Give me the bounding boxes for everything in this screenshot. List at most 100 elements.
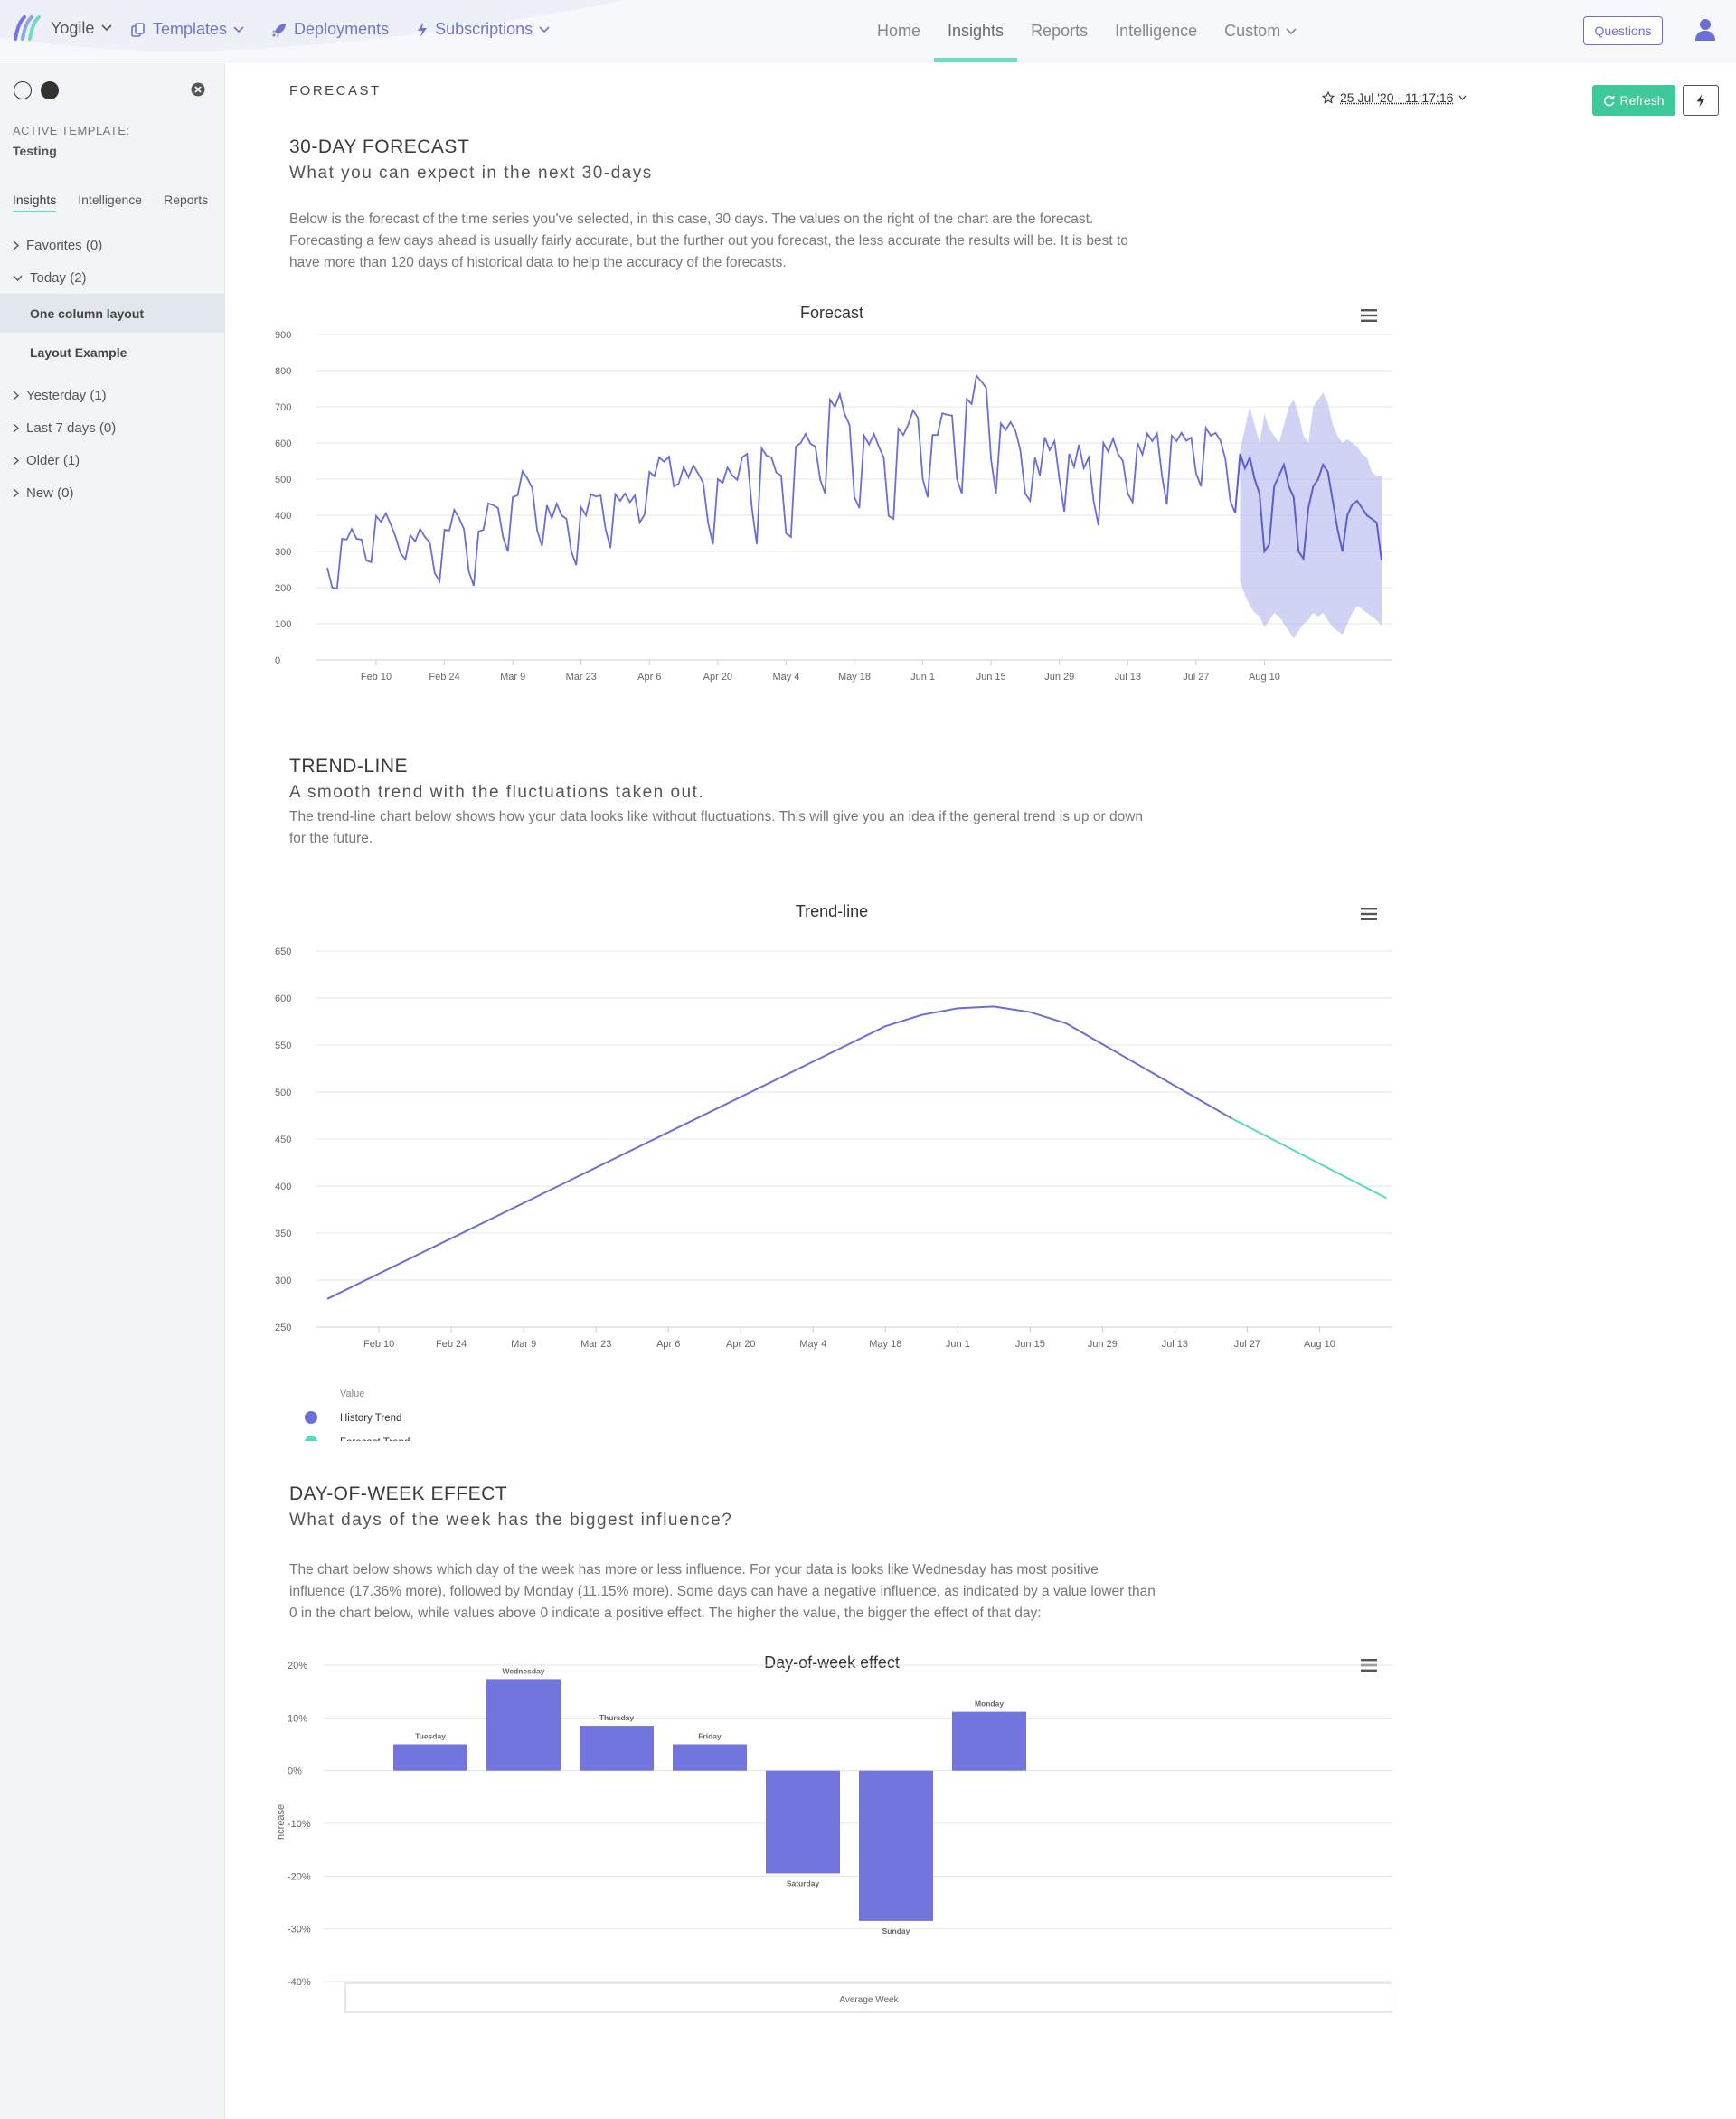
y-tick-label: 450 — [275, 1135, 291, 1145]
sidebar: ACTIVE TEMPLATE: Testing Insights Intell… — [0, 63, 225, 2119]
legend-swatch — [305, 1411, 317, 1424]
templates-icon — [131, 22, 145, 37]
description-line: The chart below shows which day of the w… — [289, 1562, 1099, 1577]
description-line: 0 in the chart below, while values above… — [289, 1606, 1042, 1621]
light-theme-toggle[interactable] — [14, 81, 32, 99]
x-tick-label: Apr 20 — [703, 672, 732, 683]
tab-insights[interactable]: Insights — [934, 0, 1018, 62]
bar-sunday — [859, 1770, 933, 1921]
nav-deployments[interactable]: Deployments — [271, 20, 389, 39]
tab-reports[interactable]: Reports — [1017, 0, 1101, 62]
nav-templates-label: Templates — [153, 20, 228, 38]
legend-entry-label: Forecast Trend — [340, 1437, 410, 1441]
y-tick-label: 500 — [275, 1088, 291, 1098]
forecast-section-description: Below is the forecast of the time series… — [289, 209, 1194, 274]
chart-title: Forecast — [799, 304, 864, 322]
legend-title: Value — [340, 1389, 364, 1399]
y-tick-label: 20% — [288, 1661, 307, 1672]
sidebar-tab-insights[interactable]: Insights — [13, 193, 57, 212]
x-tick-label: May 18 — [869, 1339, 901, 1350]
x-tick-label: Jul 13 — [1115, 672, 1141, 683]
star-icon — [1322, 91, 1335, 104]
rocket-icon — [272, 23, 287, 37]
x-tick-label: May 4 — [772, 672, 799, 683]
x-tick-label: Mar 9 — [511, 1339, 536, 1350]
y-tick-label: 900 — [275, 330, 291, 341]
x-tick-label: Apr 6 — [637, 672, 661, 683]
tree-node-favorites[interactable]: Favorites (0) — [0, 229, 225, 261]
refresh-icon — [1604, 95, 1616, 106]
chevron-down-icon — [539, 25, 550, 33]
legend-entry-label: History Trend — [340, 1413, 401, 1424]
forecast-series-line — [1234, 453, 1382, 561]
dow-section-subtitle: What days of the week has the biggest in… — [289, 1511, 733, 1530]
sidebar-tab-reports[interactable]: Reports — [164, 193, 209, 207]
y-tick-label: 350 — [275, 1229, 291, 1239]
refresh-button[interactable]: Refresh — [1592, 85, 1675, 116]
forecast-confidence-band — [1240, 392, 1382, 638]
y-tick-label: -40% — [288, 1977, 311, 1988]
tree-node-today[interactable]: Today (2) — [0, 261, 225, 294]
chevron-down-icon — [233, 25, 244, 33]
x-tick-label: Feb 10 — [363, 1339, 394, 1350]
run-button[interactable] — [1683, 85, 1719, 116]
nav-subscriptions[interactable]: Subscriptions — [416, 20, 550, 39]
bar-thursday — [580, 1726, 654, 1771]
chart-menu-icon[interactable] — [1361, 308, 1377, 323]
tree-node-label: Last 7 days (0) — [26, 419, 117, 436]
tab-home[interactable]: Home — [863, 0, 934, 62]
tab-custom-label: Custom — [1224, 22, 1281, 40]
x-tick-label: Apr 6 — [656, 1339, 680, 1350]
bar-data-label: Friday — [698, 1732, 722, 1741]
tree-node-last-7-days[interactable]: Last 7 days (0) — [0, 411, 225, 444]
x-tick-label: Aug 10 — [1304, 1339, 1335, 1350]
dow-section-description: The chart below shows which day of the w… — [289, 1559, 1194, 1625]
trend-chart: Trend-line 650 600 550 500 450 400 350 300 250 Fe… — [271, 899, 1392, 1441]
description-line: Forecasting a few days ahead is usually … — [289, 233, 1128, 249]
brand-name: Yogile — [51, 18, 95, 37]
dark-theme-toggle[interactable] — [41, 81, 59, 99]
tab-intelligence[interactable]: Intelligence — [1101, 0, 1211, 62]
close-icon[interactable] — [191, 82, 205, 97]
y-tick-label: 700 — [275, 402, 291, 413]
questions-button[interactable]: Questions — [1583, 16, 1663, 45]
brand-menu[interactable]: Yogile — [13, 15, 112, 41]
y-tick-label: 550 — [275, 1041, 291, 1051]
tree-node-older[interactable]: Older (1) — [0, 444, 225, 476]
tree-item-layout-example[interactable]: Layout Example — [30, 344, 127, 360]
date-picker[interactable]: 25 Jul '20 - 11:17:16 — [1322, 90, 1467, 105]
tree-item-one-column-layout[interactable]: One column layout — [0, 294, 225, 333]
x-axis-box — [344, 1982, 1392, 2013]
forecast-chart: Forecast 900 800 700 600 500 400 300 200 100 0 Feb… — [271, 300, 1392, 770]
y-tick-label: 600 — [275, 994, 291, 1004]
x-tick-label: Jul 27 — [1234, 1339, 1260, 1350]
nav-templates[interactable]: Templates — [130, 20, 244, 39]
y-tick-label: 100 — [275, 619, 291, 630]
chart-menu-icon[interactable] — [1361, 907, 1377, 921]
chevron-right-icon — [13, 422, 19, 433]
tree-node-new[interactable]: New (0) — [0, 476, 225, 509]
tab-custom[interactable]: Custom — [1211, 0, 1310, 62]
forecast-section-subtitle: What you can expect in the next 30-days — [289, 164, 653, 183]
trend-section-subtitle: A smooth trend with the fluctuations tak… — [289, 783, 705, 802]
forecast-section-title: 30-DAY FORECAST — [289, 137, 470, 157]
trend-section-title: TREND-LINE — [289, 756, 409, 777]
chevron-down-icon — [1458, 95, 1467, 100]
header-wave-decoration — [0, 0, 624, 52]
sidebar-tab-intelligence[interactable]: Intelligence — [78, 193, 143, 207]
legend-swatch — [305, 1436, 317, 1441]
section-tabs: Home Insights Reports Intelligence Custo… — [863, 0, 1310, 62]
x-tick-label: Jul 27 — [1183, 672, 1209, 683]
user-icon[interactable] — [1694, 18, 1716, 42]
top-navigation: Yogile Templates Deployments Subscriptio… — [0, 0, 1736, 62]
forecast-plot: 900 800 700 600 500 400 300 200 100 0 Feb 10 Feb 24… — [275, 330, 1392, 683]
sidebar-tabs: Insights Intelligence Reports — [13, 193, 208, 212]
x-axis-label: Average Week — [839, 1995, 899, 2005]
nav-subscriptions-label: Subscriptions — [435, 20, 533, 38]
history-series-line — [326, 373, 1236, 589]
tree-node-yesterday[interactable]: Yesterday (1) — [0, 379, 225, 411]
day-of-week-plot: 20% 10% 0% -10% -20% -30% -40% Increase Tuesday W… — [276, 1661, 1392, 2013]
tab-insights-label: Insights — [948, 22, 1005, 40]
date-picker-value: 25 Jul '20 - 11:17:16 — [1340, 90, 1454, 105]
x-tick-label: Jun 29 — [1088, 1339, 1118, 1350]
